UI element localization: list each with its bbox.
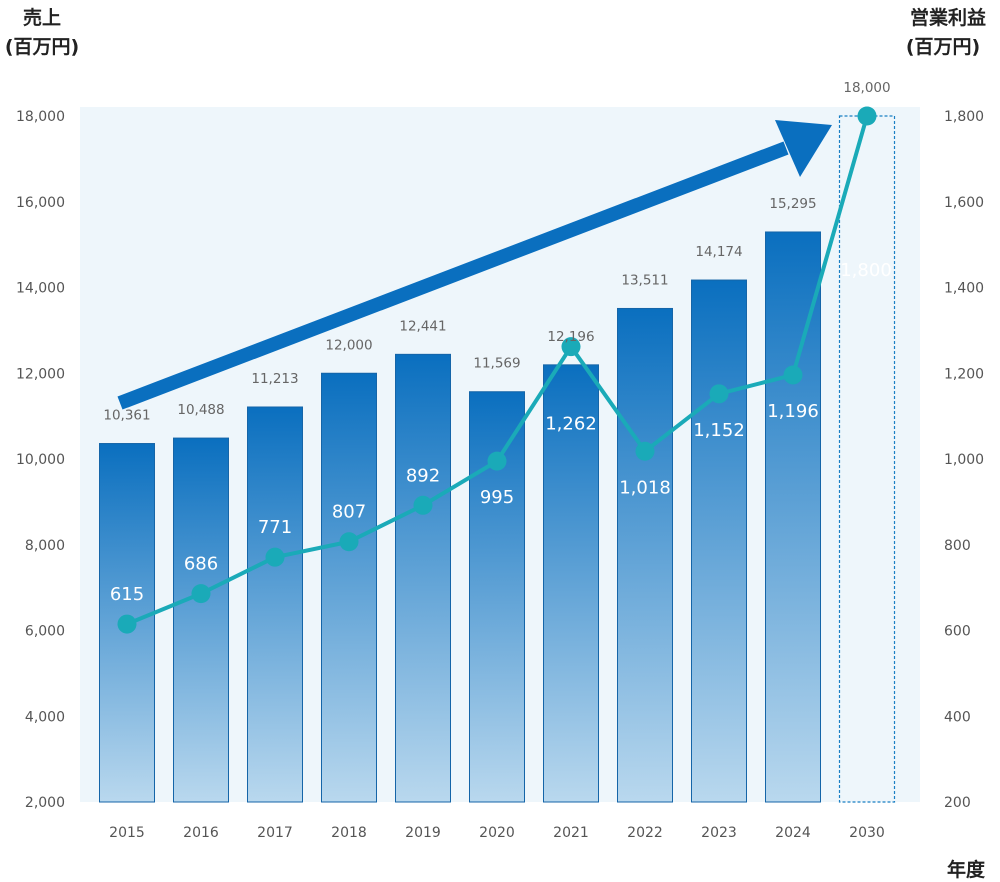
operating-profit-value-label: 1,152	[693, 420, 745, 441]
right-tick-label: 1,400	[944, 281, 984, 297]
sales-bar	[173, 437, 229, 803]
right-tick-label: 1,000	[944, 452, 984, 468]
operating-profit-value-label: 686	[184, 554, 218, 575]
sales-value-label: 10,361	[103, 408, 150, 424]
sales-value-label: 18,000	[843, 80, 890, 96]
operating-profit-value-label: 1,018	[619, 477, 671, 498]
operating-profit-labels: 615 686 771 807 892 995 1,262 1,018 1,152 1,196 1,…	[110, 260, 892, 605]
sales-value-label: 13,511	[621, 272, 668, 288]
sales-bar	[617, 307, 673, 803]
sales-value-label: 10,488	[177, 402, 224, 418]
operating-profit-point	[635, 441, 655, 461]
left-axis-title-line1: 売上	[23, 6, 61, 29]
operating-profit-point	[265, 547, 285, 567]
right-tick-label: 400	[944, 709, 971, 725]
x-axis-title: 年度	[947, 858, 986, 881]
operating-profit-point	[413, 495, 433, 515]
right-axis-ticks: 200 400 600 800 1,000 1,200 1,400 1,600 1,800	[944, 109, 984, 811]
sales-bars	[99, 115, 896, 803]
x-tick-label: 2019	[405, 825, 441, 841]
left-tick-label: 14,000	[16, 281, 65, 297]
trend-arrow-shaft	[117, 141, 789, 410]
x-tick-label: 2016	[183, 825, 219, 841]
left-tick-label: 4,000	[25, 709, 65, 725]
operating-profit-point	[561, 337, 581, 357]
sales-bar	[543, 364, 599, 803]
left-tick-label: 2,000	[25, 795, 65, 811]
left-axis-title-line2: (百万円)	[5, 36, 79, 58]
operating-profit-point	[191, 584, 211, 604]
operating-profit-value-label: 771	[258, 517, 292, 538]
left-tick-label: 18,000	[16, 109, 65, 125]
sales-bar	[691, 279, 747, 803]
operating-profit-line	[117, 106, 877, 634]
right-axis-title-line1: 営業利益	[910, 6, 986, 29]
right-axis-title-line2: (百万円)	[906, 36, 980, 58]
right-tick-label: 1,800	[944, 109, 984, 125]
operating-profit-value-label: 1,262	[545, 414, 597, 435]
sales-bar	[321, 372, 377, 803]
sales-value-label: 12,000	[325, 337, 372, 353]
x-tick-label: 2023	[701, 825, 737, 841]
operating-profit-point	[117, 614, 137, 634]
sales-bar	[247, 406, 303, 803]
right-tick-label: 1,600	[944, 195, 984, 211]
sales-bar	[395, 353, 451, 803]
sales-value-label: 12,196	[547, 329, 594, 345]
x-tick-label: 2024	[775, 825, 811, 841]
right-tick-label: 200	[944, 795, 971, 811]
operating-profit-point	[487, 451, 507, 471]
operating-profit-value-label: 1,196	[767, 401, 819, 422]
x-tick-label: 2015	[109, 825, 145, 841]
x-tick-label: 2018	[331, 825, 367, 841]
left-axis-ticks: 2,000 4,000 6,000 8,000 10,000 12,000 14,000 16…	[16, 109, 65, 811]
operating-profit-value-label: 1,800	[840, 260, 892, 281]
operating-profit-point	[709, 384, 729, 404]
left-tick-label: 8,000	[25, 538, 65, 554]
x-tick-label: 2022	[627, 825, 663, 841]
right-tick-label: 1,200	[944, 366, 984, 382]
sales-bar	[469, 391, 525, 803]
trend-arrow-head	[775, 120, 832, 177]
sales-value-label: 14,174	[695, 244, 742, 260]
operating-profit-point	[339, 532, 359, 552]
left-tick-label: 16,000	[16, 195, 65, 211]
sales-bar-labels: 10,361 10,488 11,213 12,000 12,441 11,569 12,1…	[103, 80, 890, 424]
x-tick-label: 2020	[479, 825, 515, 841]
left-tick-label: 12,000	[16, 366, 65, 382]
left-tick-label: 6,000	[25, 624, 65, 640]
x-tick-label: 2030	[849, 825, 885, 841]
operating-profit-value-label: 995	[480, 487, 514, 508]
right-tick-label: 800	[944, 538, 971, 554]
sales-value-label: 15,295	[769, 196, 816, 212]
operating-profit-point	[857, 106, 877, 126]
left-tick-label: 10,000	[16, 452, 65, 468]
right-tick-label: 600	[944, 624, 971, 640]
sales-value-label: 11,213	[251, 371, 298, 387]
x-tick-label: 2017	[257, 825, 293, 841]
sales-bar	[765, 231, 821, 803]
x-tick-label: 2021	[553, 825, 589, 841]
trend-arrow	[117, 120, 832, 410]
operating-profit-value-label: 892	[406, 465, 440, 486]
sales-value-label: 11,569	[473, 356, 520, 372]
x-axis-ticks: 2015 2016 2017 2018 2019 2020 2021 2022 2023 2024…	[109, 825, 885, 841]
operating-profit-point	[783, 365, 803, 385]
operating-profit-value-label: 807	[332, 502, 366, 523]
operating-profit-value-label: 615	[110, 584, 144, 605]
sales-value-label: 12,441	[399, 318, 446, 334]
